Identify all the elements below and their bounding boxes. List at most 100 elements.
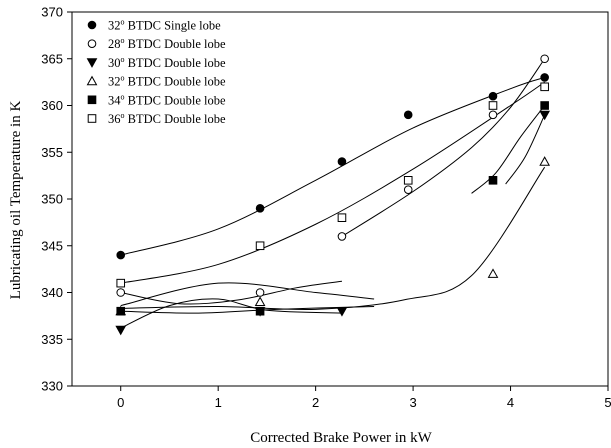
y-axis-title: Lubricating oil Temperature in K <box>8 101 24 300</box>
legend-label: 32o BTDC Double lobe <box>108 74 226 89</box>
legend-marker <box>86 58 98 68</box>
legend-label-value: 36 <box>108 112 121 126</box>
y-tick-label: 345 <box>41 238 63 253</box>
degree-superscript: o <box>121 18 125 27</box>
data-point <box>336 307 348 317</box>
legend-marker <box>87 20 97 30</box>
fit-curve <box>120 306 375 314</box>
degree-superscript: o <box>121 36 125 45</box>
legend-marker <box>87 39 97 49</box>
data-point <box>540 73 549 82</box>
legend-label: 34o BTDC Double lobe <box>108 92 226 107</box>
y-tick-label: 360 <box>41 98 63 113</box>
series-4-points <box>115 156 551 316</box>
data-point <box>488 110 498 120</box>
data-point <box>403 185 413 194</box>
legend-marker <box>86 75 98 86</box>
y-tick-label: 355 <box>41 145 63 160</box>
series-6-points <box>116 82 549 288</box>
data-point <box>116 278 126 288</box>
legend-label-text: BTDC Double lobe <box>125 75 226 89</box>
data-point <box>116 288 126 297</box>
data-point <box>116 250 126 260</box>
data-point <box>487 268 499 278</box>
x-tick-label: 2 <box>312 395 319 410</box>
degree-superscript: o <box>121 92 125 101</box>
data-point <box>254 296 266 306</box>
data-point <box>540 54 549 64</box>
x-axis-title: Corrected Brake Power in kW <box>250 430 432 446</box>
data-point <box>540 82 549 92</box>
data-point <box>337 213 347 222</box>
legend-label-text: BTDC Double lobe <box>125 112 226 126</box>
data-point <box>488 101 498 110</box>
data-points <box>115 54 551 336</box>
legend-label-value: 30 <box>108 56 121 70</box>
data-point <box>539 156 551 166</box>
degree-superscript: o <box>121 55 125 64</box>
fit-curve <box>505 114 546 185</box>
data-point <box>539 110 551 121</box>
data-point <box>116 306 126 316</box>
y-axis-ticks: 330 335 340 345 350 355 360 365 370 <box>41 5 72 394</box>
data-point <box>337 232 347 241</box>
fit-curve <box>341 58 546 237</box>
fit-curve <box>471 105 546 194</box>
legend-label-text: BTDC Double lobe <box>125 93 226 107</box>
y-tick-label: 370 <box>41 5 63 20</box>
data-point <box>255 288 265 297</box>
y-tick-label: 350 <box>41 192 63 207</box>
legend-label-value: 28 <box>108 37 121 51</box>
legend-label-value: 32 <box>108 75 121 89</box>
data-point <box>403 110 413 120</box>
legend-marker <box>87 95 97 105</box>
data-point <box>255 204 265 213</box>
legend-label: 28o BTDC Double lobe <box>108 36 226 51</box>
y-tick-label: 335 <box>41 332 63 347</box>
x-tick-label: 5 <box>604 395 611 410</box>
legend-item: 32o BTDC Double lobe <box>86 74 226 89</box>
series-2-points <box>116 54 549 297</box>
series-5-points <box>116 101 549 316</box>
legend-item: 34o BTDC Double lobe <box>87 92 226 107</box>
degree-superscript: o <box>121 111 125 120</box>
series-1-points <box>116 73 549 260</box>
fit-curve <box>120 76 545 256</box>
legend-label-text: BTDC Single lobe <box>125 19 222 33</box>
fit-curve <box>120 282 375 307</box>
legend-label-value: 32 <box>108 19 121 33</box>
x-tick-label: 1 <box>215 395 222 410</box>
legend-marker <box>87 114 97 123</box>
data-point <box>488 91 498 101</box>
legend-label: 32o BTDC Single lobe <box>108 18 221 33</box>
x-tick-label: 3 <box>409 395 416 410</box>
legend-label-text: BTDC Double lobe <box>125 37 226 51</box>
data-point <box>255 306 265 316</box>
data-point <box>255 241 265 251</box>
fit-curve <box>120 166 546 311</box>
y-tick-label: 330 <box>41 379 63 394</box>
fit-curve <box>120 81 545 284</box>
x-tick-label: 0 <box>117 395 124 410</box>
legend-item: 32o BTDC Single lobe <box>87 18 221 33</box>
data-point <box>488 176 498 185</box>
x-axis-ticks: 0 1 2 3 4 5 <box>117 386 611 410</box>
data-point <box>115 325 127 336</box>
legend-item: 28o BTDC Double lobe <box>87 36 226 51</box>
legend-label: 36o BTDC Double lobe <box>108 111 226 126</box>
series-3-points <box>115 110 551 336</box>
legend-label-value: 34 <box>108 93 121 107</box>
degree-superscript: o <box>121 74 125 83</box>
legend-label: 30o BTDC Double lobe <box>108 55 226 70</box>
data-point <box>403 176 413 185</box>
fit-curve <box>120 298 342 329</box>
fit-curve <box>120 280 343 305</box>
y-tick-label: 365 <box>41 51 63 66</box>
fit-curves <box>120 58 546 329</box>
y-tick-label: 340 <box>41 285 63 300</box>
data-point <box>337 157 347 166</box>
legend-item: 36o BTDC Double lobe <box>87 111 226 126</box>
legend-label-text: BTDC Double lobe <box>125 56 226 70</box>
